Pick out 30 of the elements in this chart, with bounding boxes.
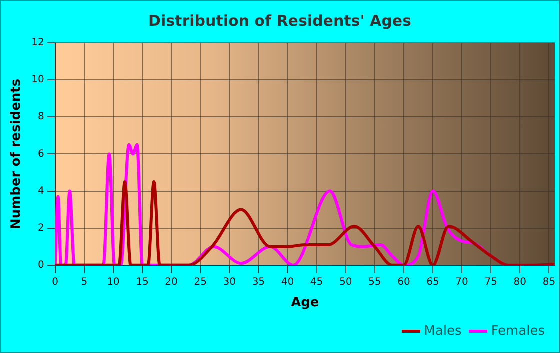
y-tick-label: 10: [32, 74, 44, 86]
x-tick-label: 45: [310, 276, 324, 288]
y-tick-label: 0: [38, 260, 44, 271]
x-tick-label: 15: [136, 276, 149, 288]
x-tick-label: 25: [194, 276, 207, 288]
x-tick-label: 35: [252, 276, 266, 288]
x-tick-label: 80: [514, 276, 527, 288]
x-tick-label: 40: [281, 276, 294, 288]
x-tick-label: 85: [542, 276, 556, 288]
x-tick-label: 30: [223, 276, 236, 288]
legend-label: Males: [424, 324, 462, 339]
legend-label: Females: [491, 324, 546, 339]
x-axis-title: Age: [291, 296, 320, 311]
x-tick-label: 55: [368, 276, 382, 288]
x-tick-label: 65: [426, 276, 440, 288]
x-tick-label: 5: [81, 276, 88, 288]
x-tick-label: 75: [484, 276, 498, 288]
x-tick-label: 60: [398, 276, 410, 288]
y-axis-title: Number of residents: [9, 78, 24, 230]
y-tick-label: 12: [32, 38, 44, 49]
x-tick-label: 10: [107, 276, 120, 288]
chart-title: Distribution of Residents' Ages: [148, 12, 412, 30]
y-tick-label: 8: [38, 112, 44, 123]
x-tick-label: 70: [456, 276, 468, 288]
y-tick-label: 6: [38, 148, 44, 160]
x-tick-label: 20: [165, 276, 178, 288]
x-tick-label: 0: [52, 276, 59, 288]
y-tick-label: 4: [38, 186, 44, 197]
x-tick-label: 50: [339, 276, 352, 288]
y-tick-label: 2: [38, 222, 44, 234]
